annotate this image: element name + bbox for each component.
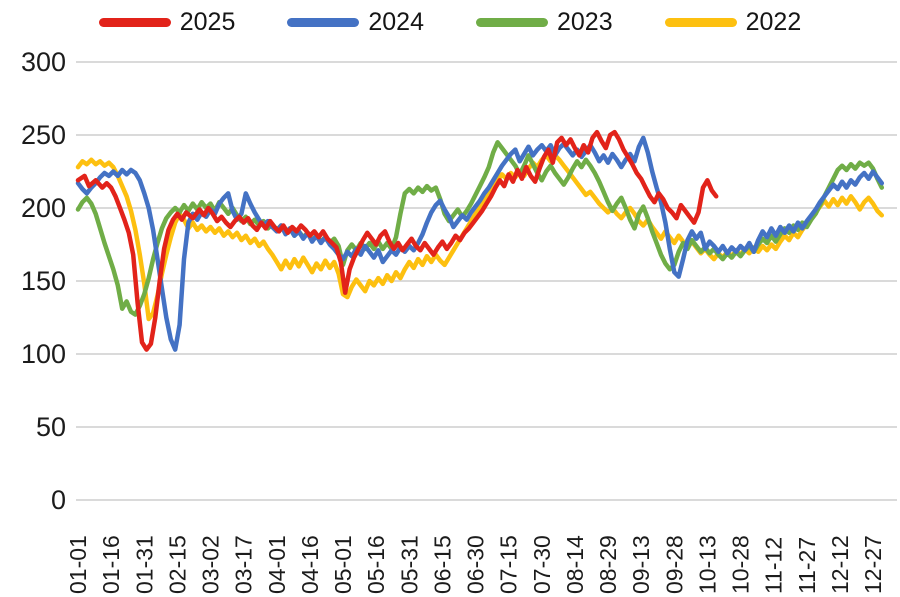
legend-label: 2024 (368, 8, 424, 36)
y-axis-tick-label: 100 (21, 339, 66, 369)
y-axis-tick-label: 200 (21, 193, 66, 223)
x-axis-tick-label: 01-01 (65, 535, 91, 594)
x-axis-tick-label: 12-27 (860, 535, 886, 594)
y-axis-tick-label: 0 (51, 485, 66, 515)
legend-item-2022: 2022 (664, 8, 802, 37)
x-axis-tick-label: 10-13 (694, 535, 720, 594)
legend-label: 2023 (557, 8, 613, 36)
x-axis-tick-label: 05-01 (330, 535, 356, 594)
legend-line-swatch-icon (287, 18, 360, 27)
x-axis-tick-label: 11-12 (761, 537, 787, 594)
x-axis-tick-label: 07-15 (496, 535, 522, 594)
x-axis-tick-label: 12-12 (827, 535, 853, 594)
legend-item-2025: 2025 (98, 8, 236, 37)
legend: 2025 2024 2023 2022 (0, 8, 900, 37)
x-axis-tick-label: 05-16 (363, 535, 389, 594)
y-axis-tick-label: 50 (36, 412, 66, 442)
legend-label: 2022 (745, 8, 802, 36)
legend-line-swatch-icon (664, 18, 737, 27)
legend-item-2023: 2023 (476, 8, 613, 37)
x-axis-tick-label: 10-28 (728, 535, 754, 594)
legend-line-swatch-icon (98, 18, 171, 27)
x-axis-tick-label: 06-30 (463, 535, 489, 594)
x-axis-tick-label: 08-14 (562, 535, 588, 594)
x-axis-tick-label: 09-13 (628, 535, 654, 594)
x-axis-tick-label: 03-02 (198, 535, 224, 594)
y-axis-tick-label: 150 (21, 266, 66, 296)
x-axis-tick-label: 09-28 (661, 535, 687, 594)
x-axis-tick-label: 07-30 (529, 535, 555, 594)
legend-item-2024: 2024 (287, 8, 424, 37)
x-axis-tick-label: 06-15 (429, 535, 455, 594)
legend-label: 2025 (179, 8, 236, 36)
x-axis-tick-label: 11-27 (794, 537, 820, 594)
y-axis-tick-label: 250 (21, 120, 66, 150)
y-axis-tick-label: 300 (21, 47, 66, 77)
x-axis-tick-label: 05-31 (396, 535, 422, 594)
legend-line-swatch-icon (476, 18, 548, 27)
x-axis-tick-label: 02-15 (164, 535, 190, 594)
x-axis-tick-label: 01-31 (131, 535, 157, 594)
x-axis-tick-label: 01-16 (98, 535, 124, 594)
x-axis-tick-label: 04-01 (264, 535, 290, 594)
x-axis-tick-label: 03-17 (231, 535, 257, 594)
series-line-2025 (75, 129, 719, 352)
x-axis-tick-label: 04-16 (297, 535, 323, 594)
x-axis-tick-label: 08-29 (595, 535, 621, 594)
series-line-2022 (75, 153, 885, 322)
